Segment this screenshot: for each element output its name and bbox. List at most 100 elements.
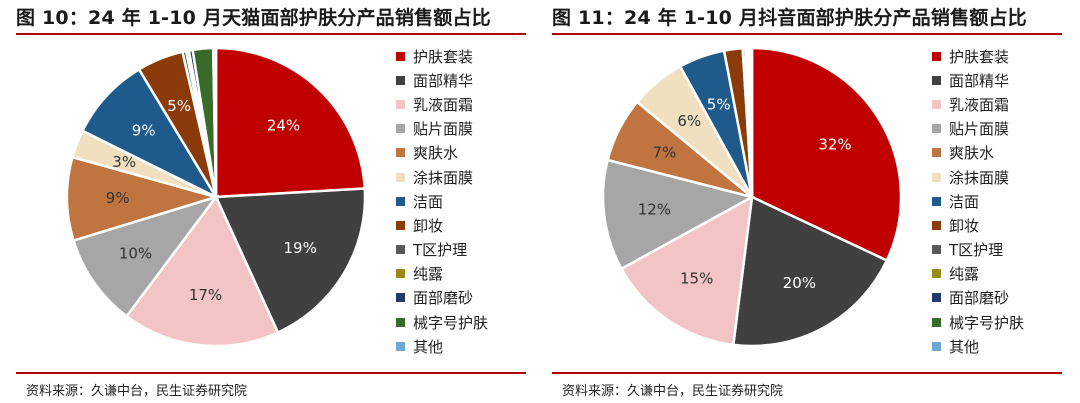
legend-label: T区护理 (949, 241, 1004, 260)
pie-slice (750, 46, 903, 263)
legend-swatch (932, 51, 941, 61)
legend-label: 贴片面膜 (413, 120, 474, 139)
legend-swatch (932, 269, 941, 279)
legend-item: 贴片面膜 (932, 117, 1024, 141)
legend-item: 护肤套装 (396, 44, 488, 68)
source-note: 资料来源：久谦中台，民生证券研究院 (562, 384, 784, 399)
legend-item: 纯露 (396, 262, 488, 286)
legend-label: 其他 (413, 337, 444, 356)
pie-slice (211, 46, 218, 198)
data-label: 20% (783, 274, 816, 292)
legend-label: 纯露 (413, 265, 444, 284)
data-label: 24% (267, 117, 300, 135)
data-label: 15% (680, 269, 713, 287)
data-label: 19% (284, 239, 317, 257)
legend-item: 乳液面霜 (932, 92, 1024, 116)
data-label: 6% (677, 112, 701, 130)
title-rule (552, 33, 1062, 35)
source-rule (552, 372, 1062, 374)
chart-title: 图 10：24 年 1-10 月天猫面部护肤分产品销售额占比 (16, 7, 491, 29)
legend-swatch (396, 220, 405, 230)
legend-swatch (396, 317, 405, 327)
chart-panel-tmall: 图 10：24 年 1-10 月天猫面部护肤分产品销售额占比 24% 19% 17%… (16, 0, 536, 403)
chart-title: 图 11：24 年 1-10 月抖音面部护肤分产品销售额占比 (552, 7, 1027, 29)
legend-label: 洁面 (413, 192, 444, 211)
data-label: 12% (638, 200, 671, 218)
legend-item: 面部精华 (932, 68, 1024, 92)
pie-slice (65, 155, 221, 243)
legend-swatch (396, 99, 405, 109)
pie-slice (71, 194, 220, 318)
legend-swatch (932, 317, 941, 327)
legend-swatch (396, 196, 405, 206)
legend-item: 贴片面膜 (396, 117, 488, 141)
legend-item: 乳液面霜 (396, 92, 488, 116)
pie-slice (619, 194, 754, 347)
legend-swatch (932, 124, 941, 134)
legend-label: 涂抹面膜 (413, 168, 474, 187)
legend-label: 其他 (949, 337, 980, 356)
pie-slice (214, 46, 367, 199)
pie-slice (748, 46, 754, 198)
chart-panel-douyin: 图 11：24 年 1-10 月抖音面部护肤分产品销售额占比 32% 20% 15%… (552, 0, 1072, 403)
legend-item: 面部精华 (396, 68, 488, 92)
legend-label: 贴片面膜 (949, 120, 1010, 139)
legend-label: 涂抹面膜 (949, 168, 1010, 187)
legend-item: 其他 (396, 334, 488, 358)
legend-swatch (396, 124, 405, 134)
legend-swatch (396, 51, 405, 61)
legend-swatch (396, 269, 405, 279)
legend-item: 面部磨砂 (932, 286, 1024, 310)
legend: 护肤套装面部精华乳液面霜贴片面膜爽肤水涂抹面膜洁面卸妆 T区护理纯露面部磨砂械字号… (932, 44, 1024, 358)
legend-label: 面部精华 (413, 71, 474, 90)
legend-item: 械字号护肤 (932, 310, 1024, 334)
legend-item: 卸妆 (396, 213, 488, 237)
legend-label: 爽肤水 (949, 144, 995, 163)
legend-swatch (932, 172, 941, 182)
pie-slice (124, 194, 280, 348)
data-label: 9% (132, 121, 156, 139)
legend-label: 面部磨砂 (949, 289, 1010, 308)
legend-label: 面部精华 (949, 71, 1010, 90)
legend-label: 面部磨砂 (413, 289, 474, 308)
source-note: 资料来源：久谦中台，民生证券研究院 (26, 384, 248, 399)
legend-item: 涂抹面膜 (396, 165, 488, 189)
legend-item: 面部磨砂 (396, 286, 488, 310)
legend-swatch (396, 148, 405, 158)
data-label: 7% (653, 143, 677, 161)
legend-label: 械字号护肤 (413, 313, 489, 332)
source-rule (16, 372, 526, 374)
pie-chart-tmall: 24% 19% 17% 10% 9% 3% 9% 5% (65, 46, 367, 348)
data-label: 3% (112, 153, 136, 171)
legend-item: 卸妆 (932, 213, 1024, 237)
legend-label: 洁面 (949, 192, 980, 211)
legend-swatch (396, 245, 405, 255)
pie-slice (80, 67, 220, 201)
legend-item: 护肤套装 (932, 44, 1024, 68)
legend-swatch (932, 245, 941, 255)
legend-item: 其他 (932, 334, 1024, 358)
pie-slice (601, 158, 756, 271)
legend-label: 乳液面霜 (949, 95, 1010, 114)
legend-item: 爽肤水 (932, 141, 1024, 165)
legend-label: 纯露 (949, 265, 980, 284)
legend-item: T区护理 (932, 238, 1024, 262)
legend-item: T区护理 (396, 238, 488, 262)
legend-item: 洁面 (932, 189, 1024, 213)
legend-item: 爽肤水 (396, 141, 488, 165)
data-label: 5% (167, 97, 191, 115)
legend-item: 械字号护肤 (396, 310, 488, 334)
legend-swatch (932, 293, 941, 303)
data-label: 5% (707, 96, 731, 114)
legend-item: 洁面 (396, 189, 488, 213)
legend-label: 乳液面霜 (413, 95, 474, 114)
legend-swatch (932, 196, 941, 206)
legend-label: 护肤套装 (949, 47, 1010, 66)
legend-item: 涂抹面膜 (932, 165, 1024, 189)
legend-label: 卸妆 (413, 216, 444, 235)
legend-label: T区护理 (413, 241, 468, 260)
legend-label: 爽肤水 (413, 144, 459, 163)
legend-label: 械字号护肤 (949, 313, 1025, 332)
legend-swatch (396, 341, 405, 351)
